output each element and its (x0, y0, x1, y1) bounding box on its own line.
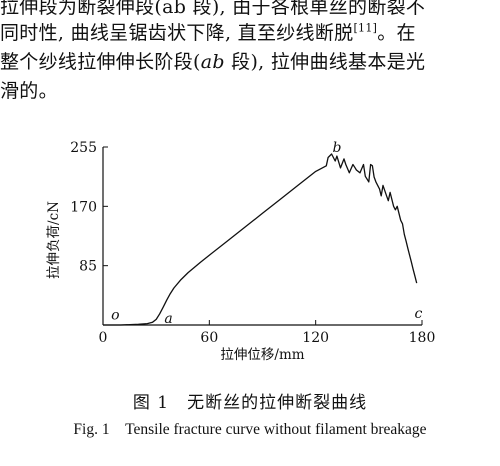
point-label-a: a (164, 311, 172, 327)
citation-ref: [11] (353, 21, 378, 35)
figure-caption-cn: 图 1 无断丝的拉伸断裂曲线 (132, 393, 368, 413)
figure-caption-en: Fig. 1 Tensile fracture curve without fi… (73, 421, 427, 438)
paragraph-line-2-tail: 。在 (377, 22, 416, 44)
series-line (103, 153, 418, 326)
paragraph-line-4: 滑的。 (0, 80, 58, 102)
paragraph-line-3: 整个纱线拉伸伸长阶段(ab 段), 拉伸曲线基本是光 (0, 49, 425, 75)
paragraph-line-2: 同时性, 曲线呈锯齿状下降, 直至纱线断脱[11]。在 (0, 20, 416, 46)
point-label-b: b (332, 140, 341, 156)
paragraph-line-3-ab: ab (200, 51, 225, 73)
point-label-o: o (111, 307, 119, 323)
paragraph-line-1: 拉伸段为断裂伸段(ab 段), 由于各根单丝的断裂不 (0, 0, 426, 18)
y-tick-label: 85 (79, 259, 97, 275)
paragraph-line-3-pre: 整个纱线拉伸伸长阶段( (0, 51, 201, 73)
x-tick-label: 120 (302, 330, 329, 346)
tensile-chart: 0 60 120 180 85 170 255 拉伸位移/mm 拉伸负荷/cN o a b c (46, 140, 436, 363)
y-tick-label: 255 (70, 140, 97, 156)
x-tick-label: 180 (409, 330, 436, 346)
y-axis-label: 拉伸负荷/cN (46, 201, 62, 279)
paragraph-line-2-text: 同时性, 曲线呈锯齿状下降, 直至纱线断脱 (0, 22, 354, 44)
paragraph-line-3-post: 段), 拉伸曲线基本是光 (224, 51, 426, 73)
y-tick-label: 170 (70, 199, 97, 215)
x-tick-label: 60 (200, 330, 218, 346)
x-tick-label: 0 (99, 330, 108, 346)
x-axis-label: 拉伸位移/mm (220, 347, 304, 363)
point-label-c: c (415, 306, 423, 322)
